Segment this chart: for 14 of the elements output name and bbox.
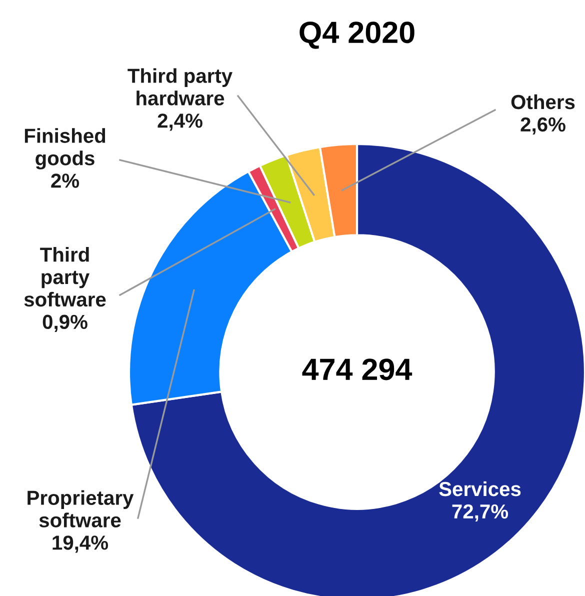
data-label: 19,4%: [52, 536, 108, 553]
data-label: 2%: [51, 174, 80, 188]
data-label: 0,9%: [42, 314, 88, 332]
slice-label: Third party hardware: [128, 68, 232, 106]
text: 474 294: [302, 358, 412, 380]
slice-label: Services: [439, 481, 521, 496]
slice-label: Finished goods: [24, 128, 106, 170]
slice-label: Others: [511, 94, 575, 110]
data-label: 2,4%: [158, 114, 202, 131]
slice-label: Proprietary software: [28, 490, 134, 528]
chart-title: Q4 2020: [300, 22, 414, 49]
data-label: 2,6%: [520, 117, 566, 135]
data-label: 72,7%: [452, 504, 508, 522]
slice-label: Third party software: [24, 246, 106, 307]
